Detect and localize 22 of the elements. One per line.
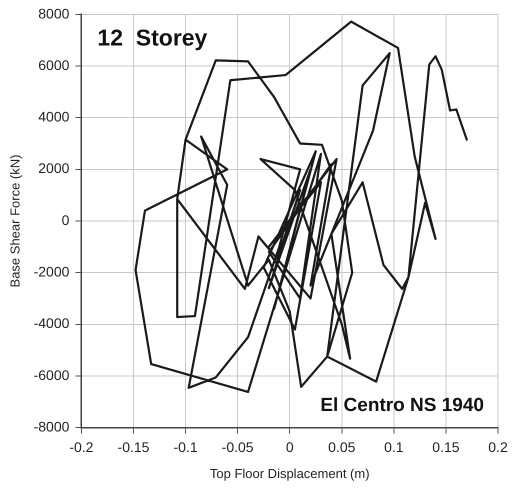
y-axis-title: Base Shear Force (kN) xyxy=(7,154,22,288)
x-axis-title: Top Floor Displacement (m) xyxy=(210,466,370,481)
y-tick-label: 2000 xyxy=(38,160,70,176)
annotation: El Centro NS 1940 xyxy=(320,394,484,416)
x-tick-label: 0.05 xyxy=(328,438,356,455)
y-tick-label: 4000 xyxy=(38,108,70,125)
y-tick-label: -6000 xyxy=(34,366,70,383)
x-tick-label: 0.2 xyxy=(488,438,508,455)
x-tick-label: -0.2 xyxy=(69,438,94,455)
x-tick-label: -0.1 xyxy=(173,438,198,455)
y-tick-label: -8000 xyxy=(34,418,70,434)
y-tick-label: 8000 xyxy=(38,5,70,22)
y-tick-label: -4000 xyxy=(34,315,70,332)
x-tick-label: -0.15 xyxy=(118,438,150,455)
y-tick-label: -2000 xyxy=(34,264,70,280)
y-tick-label: 6000 xyxy=(38,56,70,73)
annotation: 12 Storey xyxy=(97,24,208,51)
x-tick-label: -0.05 xyxy=(222,438,254,455)
y-tick-label: 0 xyxy=(62,212,70,228)
x-tick-label: 0.1 xyxy=(384,438,404,455)
x-tick-label: 0.15 xyxy=(432,438,460,455)
x-tick-label: 0 xyxy=(286,438,294,455)
